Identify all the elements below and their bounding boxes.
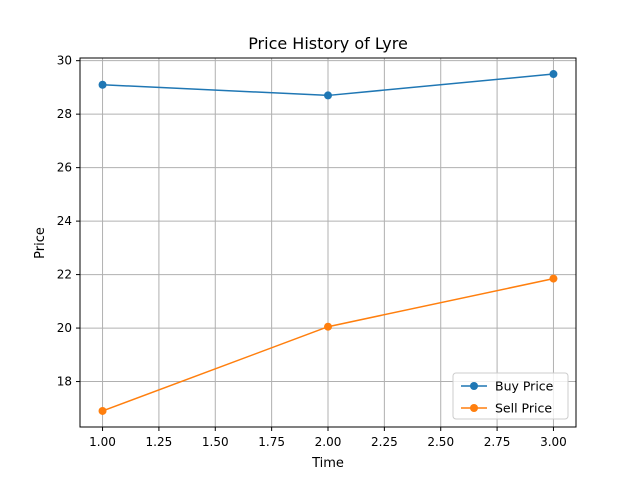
legend-label: Sell Price (495, 401, 552, 416)
data-point (549, 70, 558, 79)
y-tick-label: 26 (57, 161, 72, 175)
x-tick-label: 1.00 (89, 435, 116, 449)
x-tick-label: 1.25 (146, 435, 173, 449)
data-point (549, 274, 558, 283)
legend-label: Buy Price (495, 379, 554, 394)
legend-swatch-marker (470, 404, 478, 412)
y-tick-label: 20 (57, 321, 72, 335)
data-point (98, 406, 107, 415)
x-axis-label: Time (311, 456, 344, 471)
x-tick-label: 2.75 (484, 435, 511, 449)
x-tick-label: 2.25 (371, 435, 398, 449)
axis-ticks: 1.00 1.25 1.50 1.75 2.00 2.25 2.50 2.75 3.00 18 20… (57, 54, 567, 449)
y-tick-label: 22 (57, 268, 72, 282)
y-tick-label: 28 (57, 107, 72, 121)
y-axis-label: Price (33, 227, 48, 259)
legend-swatch-marker (470, 382, 478, 390)
x-tick-label: 2.00 (315, 435, 342, 449)
legend: Buy Price Sell Price (452, 372, 569, 420)
series-sell-price (98, 274, 558, 415)
x-tick-label: 3.00 (540, 435, 567, 449)
chart-title: Price History of Lyre (248, 34, 408, 53)
data-point (98, 80, 107, 89)
x-tick-label: 1.75 (258, 435, 285, 449)
data-point (324, 91, 332, 100)
data-point (324, 322, 332, 331)
y-tick-label: 18 (57, 375, 72, 389)
series-buy-price (98, 70, 558, 100)
x-tick-label: 2.50 (427, 435, 454, 449)
y-tick-label: 30 (57, 54, 72, 68)
y-tick-label: 24 (57, 214, 72, 228)
series-layer (98, 70, 558, 415)
x-tick-label: 1.50 (202, 435, 229, 449)
